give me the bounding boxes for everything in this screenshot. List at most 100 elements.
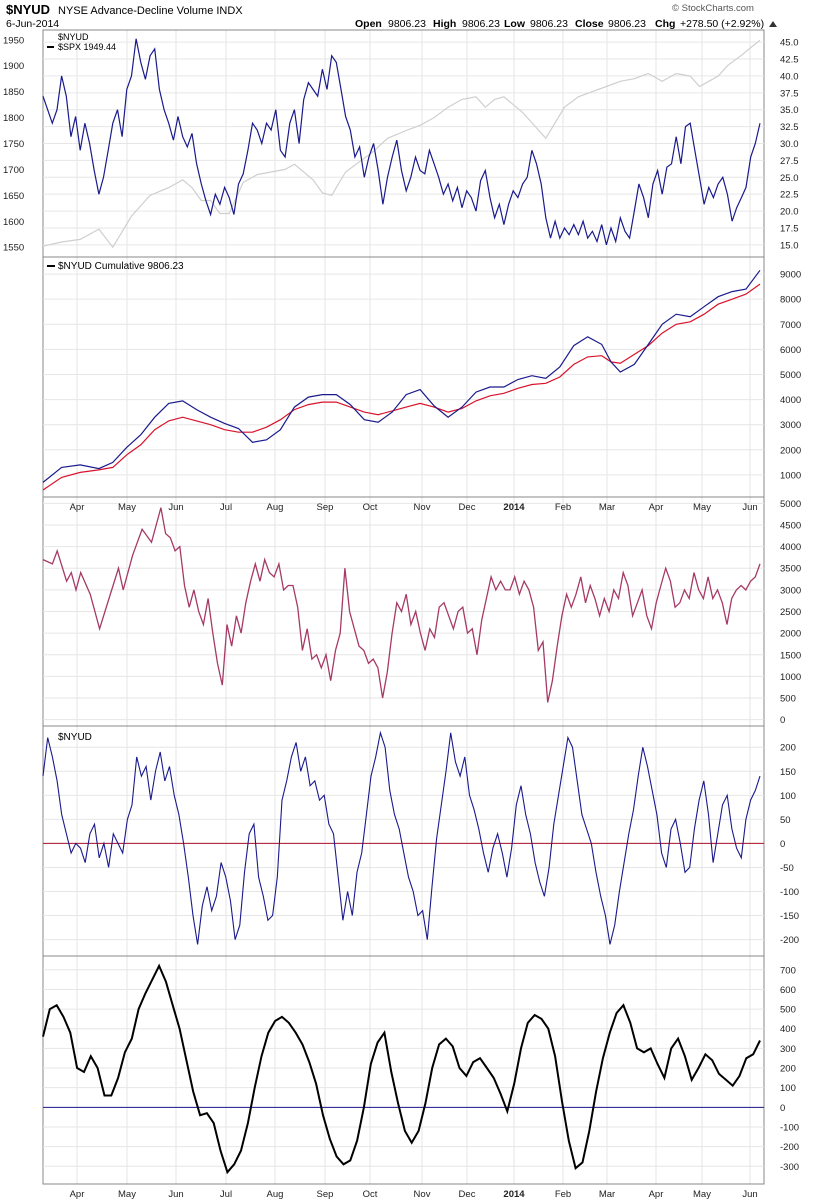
legend-cumulative: $NYUD Cumulative 9806.23	[58, 261, 184, 272]
panel-2	[42, 256, 765, 498]
right-axis-tick: 25.0	[780, 173, 799, 184]
right-axis-tick: 22.5	[780, 190, 799, 201]
right-axis-tick: -300	[780, 1162, 799, 1173]
month-label: Jun	[168, 502, 183, 513]
right-axis-tick: 0	[780, 715, 785, 726]
right-axis-tick: 1000	[780, 672, 801, 683]
right-axis-tick: 1000	[780, 470, 801, 481]
nyud-line	[42, 38, 761, 246]
high-label: High	[433, 18, 456, 30]
left-axis-tick: 1700	[3, 165, 24, 176]
right-axis-tick: 4000	[780, 395, 801, 406]
month-label: May	[693, 502, 711, 513]
right-axis-tick: 200	[780, 743, 796, 754]
left-axis-tick: 1900	[3, 61, 24, 72]
symbol-label: $NYUD	[6, 2, 50, 17]
legend-spx: $SPX 1949.44	[58, 42, 116, 52]
right-axis-tick: -50	[780, 863, 794, 874]
left-axis-tick: 1850	[3, 87, 24, 98]
month-label: Oct	[363, 502, 378, 513]
right-axis-tick: 8000	[780, 295, 801, 306]
month-label: May	[693, 1189, 711, 1200]
right-axis-tick: 0	[780, 1103, 785, 1114]
right-axis-tick: 35.0	[780, 105, 799, 116]
month-label: Nov	[414, 502, 431, 513]
left-axis-tick: 1750	[3, 139, 24, 150]
month-label: 2014	[503, 502, 525, 513]
month-label: Sep	[317, 1189, 334, 1200]
month-label: Jul	[220, 1189, 232, 1200]
right-axis-tick: 20.0	[780, 207, 799, 218]
right-axis-tick: 2000	[780, 445, 801, 456]
month-label: Oct	[363, 1189, 378, 1200]
open-label: Open	[355, 18, 382, 30]
right-axis-tick: 32.5	[780, 122, 799, 133]
right-axis-tick: 0	[780, 839, 785, 850]
month-label: Apr	[70, 1189, 85, 1200]
month-label: 2014	[503, 1189, 525, 1200]
chg-value: +278.50 (+2.92%)	[680, 18, 764, 30]
right-axis-tick: 30.0	[780, 139, 799, 150]
right-axis-tick: 5000	[780, 499, 801, 510]
left-axis-tick: 1650	[3, 191, 24, 202]
month-label: Nov	[414, 1189, 431, 1200]
ohlc-readout: Open 9806.23 High 9806.23 Low 9806.23 Cl…	[355, 18, 764, 30]
month-label: Apr	[649, 502, 664, 513]
month-label: Apr	[649, 1189, 664, 1200]
month-label: Mar	[599, 502, 615, 513]
spx-line	[42, 39, 761, 249]
month-label: Feb	[555, 502, 571, 513]
right-axis-tick: 500	[780, 694, 796, 705]
right-axis-tick: -200	[780, 935, 799, 946]
right-axis-tick: 400	[780, 1024, 796, 1035]
left-axis-tick: 1950	[3, 35, 24, 46]
right-axis-tick: 9000	[780, 270, 801, 281]
right-axis-tick: 7000	[780, 320, 801, 331]
month-label: May	[118, 1189, 136, 1200]
right-axis-tick: 3000	[780, 585, 801, 596]
chg-label: Chg	[655, 18, 675, 30]
right-axis-tick: 200	[780, 1064, 796, 1075]
low-value: 9806.23	[530, 18, 568, 30]
left-axis-tick: 1800	[3, 113, 24, 124]
right-axis-tick: 4000	[780, 542, 801, 553]
right-axis-tick: -100	[780, 1122, 799, 1133]
right-axis-tick: 50	[780, 815, 791, 826]
right-axis-tick: 300	[780, 1044, 796, 1055]
triangle-up-icon	[769, 21, 777, 27]
month-label: Sep	[317, 502, 334, 513]
close-label: Close	[575, 18, 604, 30]
panel-frame	[42, 955, 765, 1185]
right-axis-tick: -150	[780, 911, 799, 922]
right-axis-tick: 27.5	[780, 156, 799, 167]
month-label: Aug	[267, 1189, 284, 1200]
panel3-line	[42, 507, 761, 703]
right-axis-tick: 5000	[780, 370, 801, 381]
month-label: Jun	[168, 1189, 183, 1200]
legend-panel4: $NYUD	[58, 732, 92, 743]
panel-4	[42, 725, 765, 957]
right-axis-tick: -200	[780, 1142, 799, 1153]
right-axis-tick: 2500	[780, 607, 801, 618]
credit: © StockCharts.com	[672, 3, 754, 14]
cumulative-ma-line	[42, 283, 761, 491]
panel4-line	[42, 730, 761, 945]
right-axis-tick: 3500	[780, 564, 801, 575]
left-axis-tick: 1550	[3, 243, 24, 254]
right-axis-tick: 3000	[780, 420, 801, 431]
month-label: Jun	[742, 502, 757, 513]
right-axis-tick: 45.0	[780, 38, 799, 49]
panel5-line	[42, 963, 761, 1175]
cumulative-line	[42, 269, 761, 483]
left-axis-tick: 1600	[3, 217, 24, 228]
right-axis-tick: 17.5	[780, 223, 799, 234]
month-label: Apr	[70, 502, 85, 513]
right-axis-tick: 700	[780, 965, 796, 976]
month-label: Jun	[742, 1189, 757, 1200]
month-label: Aug	[267, 502, 284, 513]
low-label: Low	[504, 18, 526, 30]
close-value: 9806.23	[608, 18, 646, 30]
right-axis-tick: 4500	[780, 520, 801, 531]
panel-5	[42, 955, 765, 1185]
